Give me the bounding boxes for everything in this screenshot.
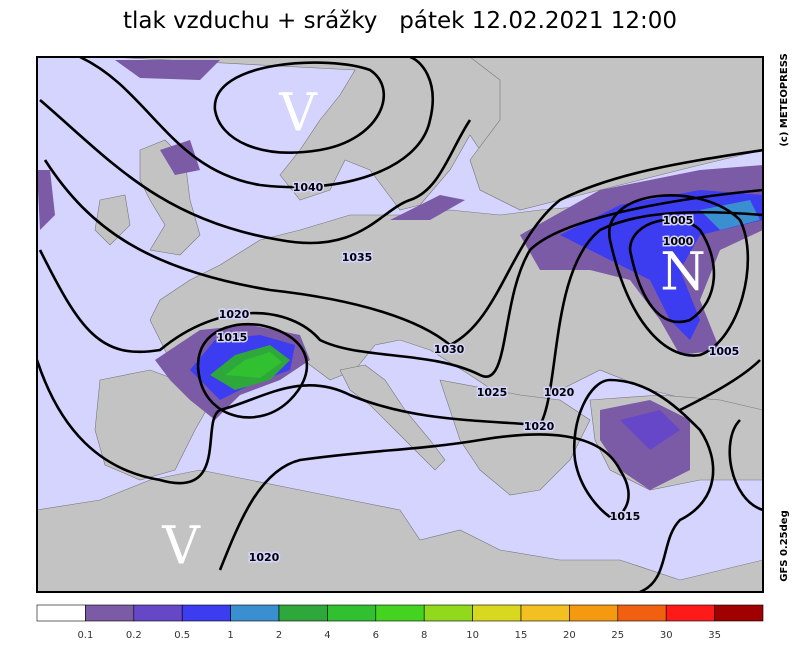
- legend-label: 2: [276, 630, 282, 641]
- legend-label: 0.5: [174, 630, 190, 641]
- legend-swatch: [423, 604, 473, 622]
- legend-label: 6: [373, 630, 379, 641]
- color-legend: 0.1 0.2 0.5 1 2 4 6 8 10 15 20 25 30 35: [36, 604, 764, 641]
- isobar-label: 1015: [610, 510, 641, 523]
- isobar-labels: 1040 1035 1030 1025 1020 1020 1020 1015 1020 1015…: [215, 180, 741, 566]
- isobar-label: 1025: [477, 386, 508, 399]
- pressure-center: N: [660, 243, 706, 303]
- legend-swatch: [85, 604, 135, 622]
- isobars: [37, 57, 763, 592]
- map-title: tlak vzduchu + srážky pátek 12.02.2021 1…: [123, 8, 677, 34]
- isobar-label: 1030: [434, 343, 465, 356]
- legend-label: 20: [563, 630, 576, 641]
- legend-label: 0.2: [126, 630, 142, 641]
- legend-swatch: [617, 604, 667, 622]
- legend-label: 1: [227, 630, 233, 641]
- isobar-label: 1020: [544, 386, 575, 399]
- map-frame: [36, 56, 764, 593]
- legend-swatch: [714, 604, 764, 622]
- map-area: 1040 1035 1030 1025 1020 1020 1020 1015 1020 1015…: [36, 56, 764, 593]
- isobar-label: 1005: [663, 214, 694, 227]
- legend-label: 0.1: [77, 630, 93, 641]
- legend-label: 10: [466, 630, 479, 641]
- legend-swatch: [665, 604, 715, 622]
- isobar-label: 1015: [217, 331, 248, 344]
- legend-label: 15: [515, 630, 528, 641]
- legend-label: 35: [708, 630, 721, 641]
- legend-swatch: [375, 604, 425, 622]
- isobar-label: 1005: [709, 345, 740, 358]
- legend-label: 30: [660, 630, 673, 641]
- legend-swatch: [472, 604, 522, 622]
- pressure-center: V: [161, 517, 201, 577]
- legend-label: 8: [421, 630, 427, 641]
- pressure-centers: V V N: [161, 84, 706, 577]
- legend-swatch: [327, 604, 377, 622]
- credit: (c) METEOPRESS: [779, 53, 790, 146]
- isobar-label: 1020: [524, 420, 555, 433]
- legend-swatch: [133, 604, 183, 622]
- isobar-label: 1035: [342, 251, 373, 264]
- legend-swatch: [278, 604, 328, 622]
- legend-swatch: [36, 604, 86, 622]
- model-name: GFS 0.25deg: [779, 510, 790, 582]
- legend-swatch: [569, 604, 619, 622]
- legend-swatch: [230, 604, 280, 622]
- isobar-label: 1000: [663, 235, 694, 248]
- legend-label: 25: [611, 630, 624, 641]
- legend-swatch: [181, 604, 231, 622]
- legend-label: 4: [324, 630, 330, 641]
- isobar-label: 1020: [249, 551, 280, 564]
- isobar-label: 1040: [293, 181, 324, 194]
- pressure-center: V: [278, 84, 318, 144]
- legend-swatch: [520, 604, 570, 622]
- isobar-label: 1020: [219, 308, 250, 321]
